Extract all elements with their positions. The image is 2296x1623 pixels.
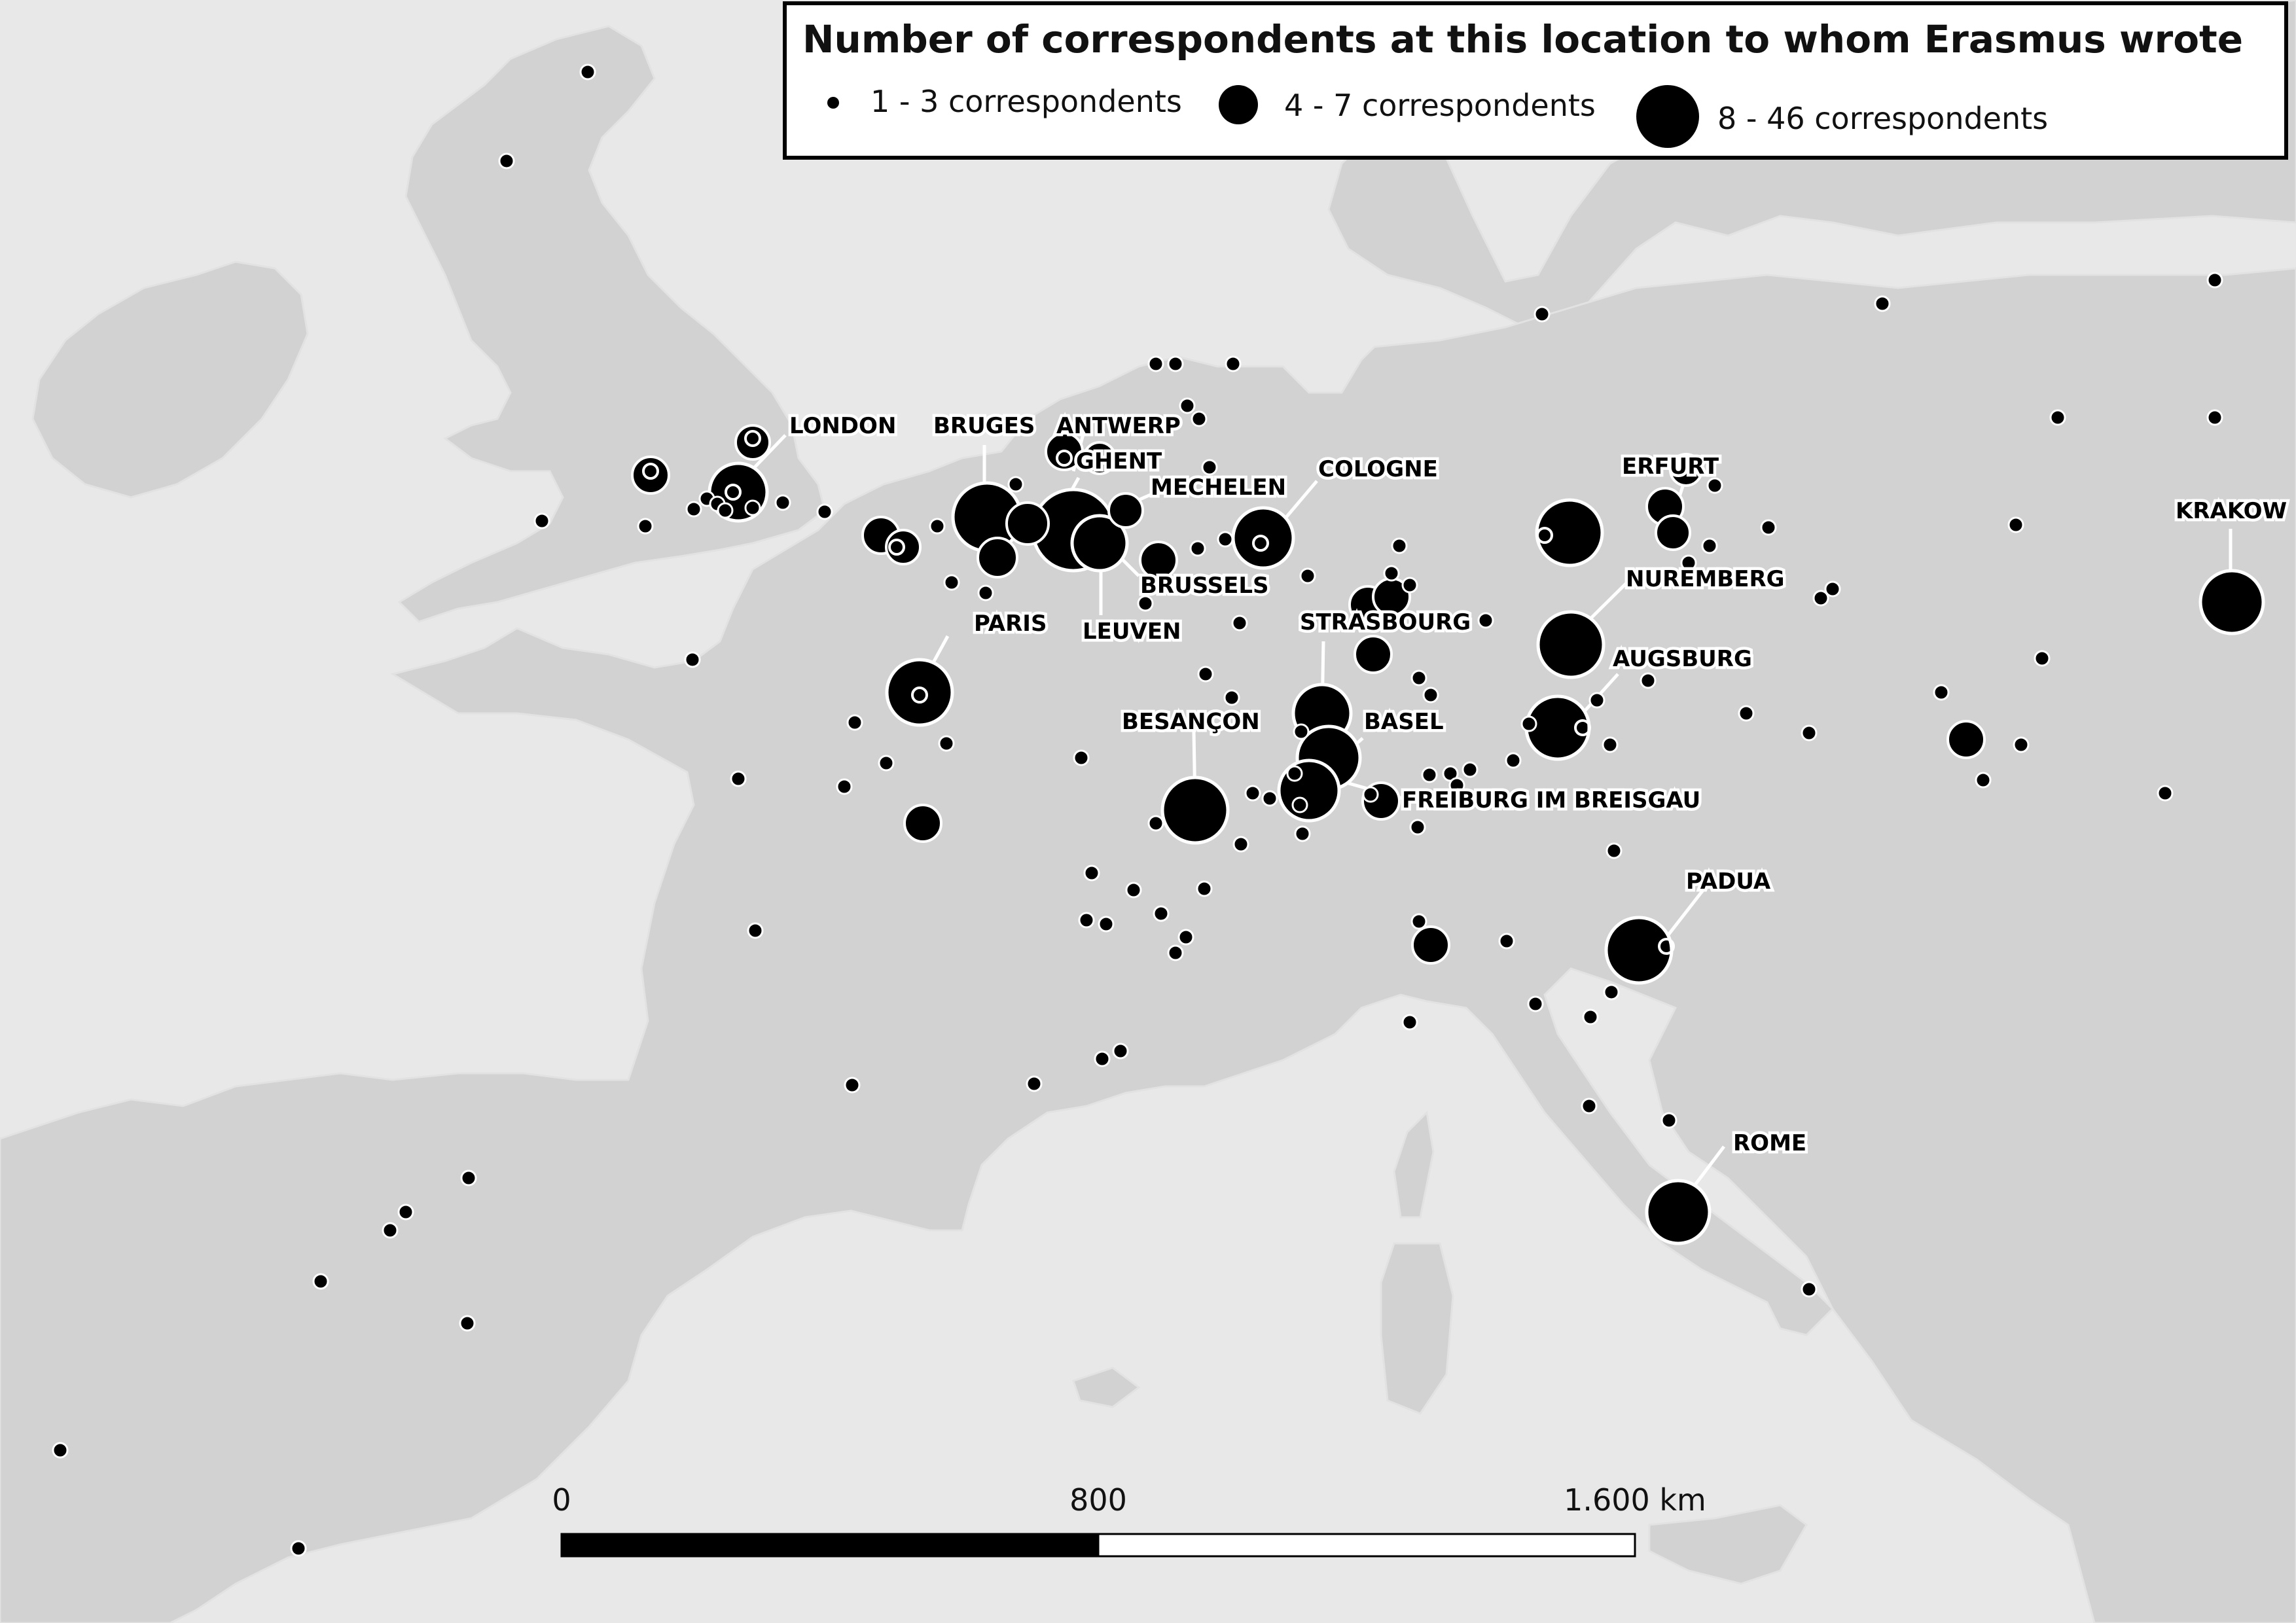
label-paris: PARIS <box>974 611 1047 637</box>
scale-bar: 0 800 1.600 km <box>552 1482 1706 1558</box>
legend-large-marker <box>1636 85 1699 148</box>
marker-besancon[interactable] <box>1160 776 1230 845</box>
label-augsburg: AUGSBURG <box>1613 646 1752 672</box>
label-besancon: BESANÇON <box>1122 709 1260 735</box>
land-ireland <box>31 260 309 499</box>
legend-small-marker <box>827 97 839 109</box>
marker-mechelen[interactable] <box>1070 514 1129 573</box>
markers-small <box>52 63 2223 1557</box>
label-freiburg: FREIBURG IM BREISGAU <box>1402 787 1700 813</box>
label-ghent: GHENT <box>1076 448 1162 474</box>
label-strasbourg: STRASBOURG <box>1300 609 1471 635</box>
label-rome: ROME <box>1733 1130 1806 1156</box>
legend-small-label: 1 - 3 correspondents <box>870 84 1182 119</box>
land-balearic <box>1072 1366 1141 1408</box>
scale-bar-white <box>1097 1533 1636 1558</box>
markers-medium <box>631 424 1986 965</box>
label-london: LONDON <box>789 413 896 439</box>
land-sicily <box>1648 1504 1808 1585</box>
scale-label-0: 0 <box>552 1482 571 1518</box>
markers-rings <box>642 430 1675 955</box>
marker-rome[interactable] <box>1645 1179 1712 1245</box>
marker-cologne[interactable] <box>1231 506 1295 570</box>
scale-label-1600: 1.600 km <box>1564 1482 1706 1518</box>
markers-large <box>708 461 2265 1245</box>
label-krakow: KRAKOW <box>2176 498 2287 524</box>
marker-krakow[interactable] <box>2198 569 2265 635</box>
legend-large-label: 8 - 46 correspondents <box>1717 101 2049 136</box>
label-erfurt: ERFURT <box>1622 454 1719 480</box>
land-corsica <box>1393 1110 1435 1219</box>
scale-bar-black <box>560 1533 1100 1558</box>
legend-medium-label: 4 - 7 correspondents <box>1284 88 1596 123</box>
label-cologne: COLOGNE <box>1318 456 1438 482</box>
legend-title: Number of correspondents at this locatio… <box>802 17 2244 62</box>
land-sardinia <box>1380 1242 1454 1415</box>
land-continent <box>0 267 2296 1623</box>
label-bruges: BRUGES <box>933 413 1035 439</box>
label-padua: PADUA <box>1686 868 1771 895</box>
city-labels: LONDON BRUGES ANTWERP GHENT MECHELEN COL… <box>787 410 2290 1160</box>
label-antwerp: ANTWERP <box>1056 413 1181 439</box>
marker-erfurt[interactable] <box>1535 498 1604 567</box>
label-leuven: LEUVEN <box>1083 618 1181 645</box>
label-mechelen: MECHELEN <box>1151 474 1286 501</box>
label-nuremberg: NUREMBERG <box>1626 566 1785 592</box>
marker-paris[interactable] <box>885 658 954 727</box>
legend: Number of correspondents at this locatio… <box>783 1 2288 160</box>
scale-label-800: 800 <box>1069 1482 1127 1518</box>
marker-nuremberg[interactable] <box>1536 610 1605 679</box>
label-brussels: BRUSSELS <box>1140 573 1269 599</box>
label-basel: BASEL <box>1364 709 1444 735</box>
legend-medium-marker <box>1219 85 1258 124</box>
